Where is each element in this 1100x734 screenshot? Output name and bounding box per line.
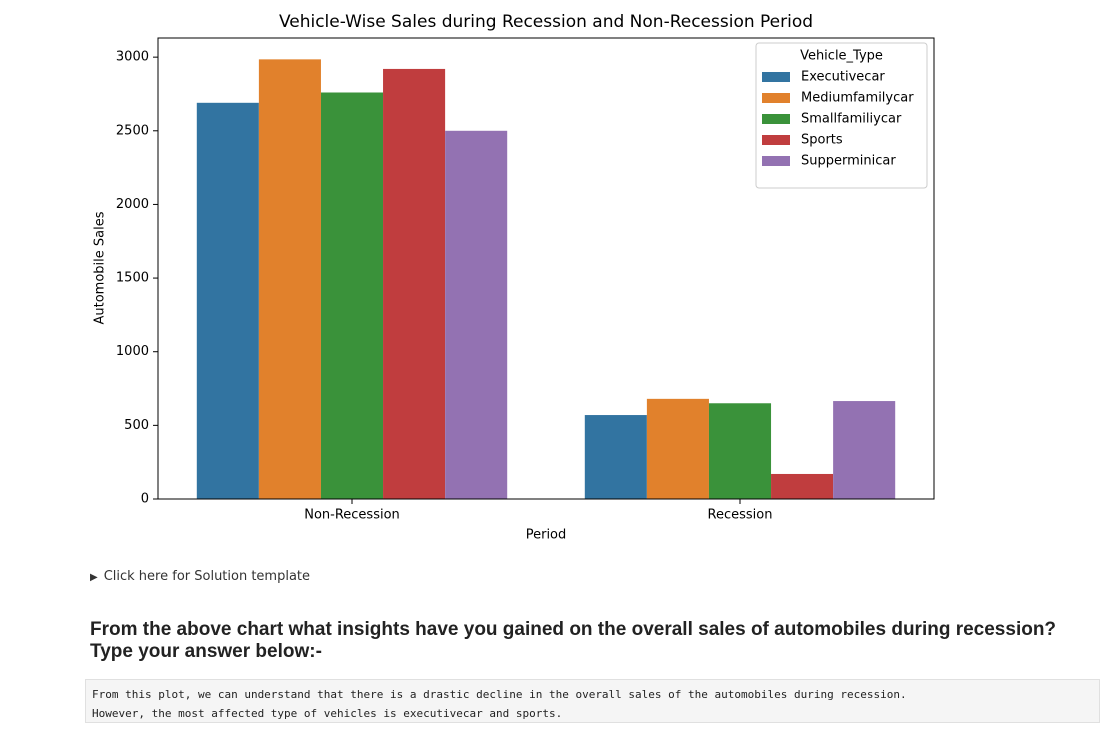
x-tick-label: Non-Recession [304, 508, 400, 523]
y-tick-label: 2500 [116, 123, 149, 138]
bar [646, 398, 709, 499]
bar [320, 92, 384, 499]
y-tick-label: 1000 [116, 344, 149, 359]
question-line: From the above chart what insights have … [90, 619, 1057, 640]
y-tick-label: 3000 [116, 50, 149, 65]
bar [584, 415, 647, 499]
y-tick-label: 1500 [116, 271, 149, 286]
bar [258, 59, 321, 499]
answer-line: From this plot, we can understand that t… [92, 688, 907, 701]
bar [708, 403, 772, 499]
bar [383, 68, 446, 499]
legend-label: Supperminicar [801, 154, 896, 169]
y-tick-label: 2000 [116, 197, 149, 212]
question-line: Type your answer below:- [90, 641, 322, 662]
chart-title: Vehicle-Wise Sales during Recession and … [279, 12, 813, 32]
y-tick-label: 500 [124, 418, 149, 433]
bar [833, 401, 896, 499]
plot-frame [157, 37, 935, 500]
legend-swatch [762, 93, 790, 103]
x-axis-label: Period [526, 528, 567, 543]
legend-swatch [762, 135, 790, 145]
bar [445, 130, 508, 500]
legend-label: Sports [801, 133, 843, 148]
legend-label: Smallfamiliycar [801, 112, 902, 127]
chart: Vehicle-Wise Sales during Recession and … [93, 12, 935, 543]
bar [196, 102, 259, 499]
legend-swatch [762, 156, 790, 166]
legend-swatch [762, 72, 790, 82]
legend-swatch [762, 114, 790, 124]
legend-label: Mediumfamilycar [801, 91, 914, 106]
y-tick-label: 0 [141, 492, 149, 507]
legend-title: Vehicle_Type [800, 49, 883, 64]
answer-cell[interactable]: From this plot, we can understand that t… [85, 679, 1100, 723]
y-axis-label: Automobile Sales [93, 211, 108, 324]
bar [771, 473, 834, 499]
question-heading: From the above chart what insights have … [90, 619, 1056, 663]
legend-box [755, 42, 928, 189]
x-tick-label: Recession [708, 508, 773, 523]
solution-toggle[interactable]: ▶ Click here for Solution template [90, 569, 311, 584]
legend-label: Executivecar [801, 70, 885, 85]
toggle-text[interactable]: Click here for Solution template [103, 569, 311, 584]
answer-line: However, the most affected type of vehic… [92, 707, 563, 720]
